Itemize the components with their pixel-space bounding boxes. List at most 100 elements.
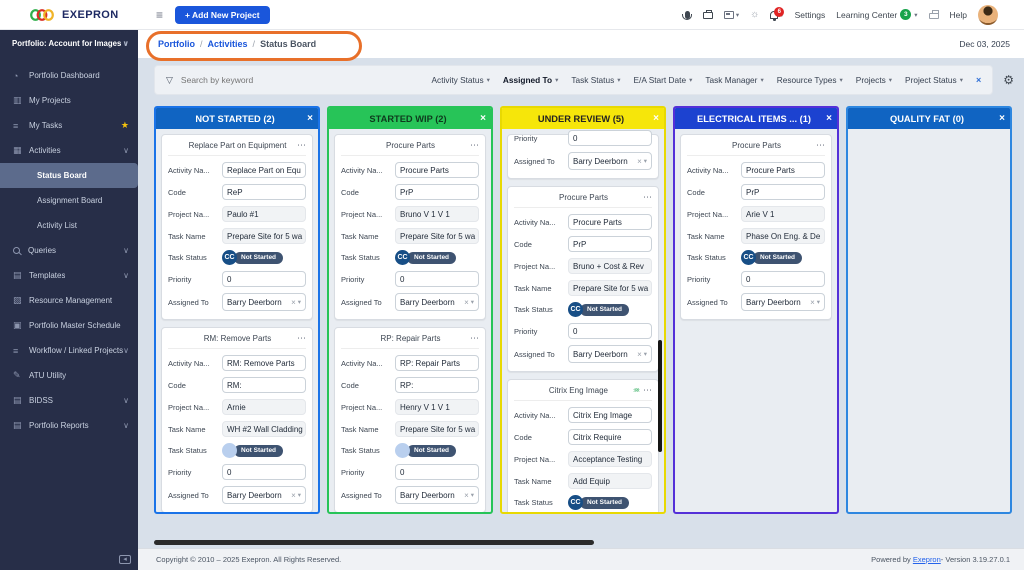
activity-name-input[interactable]: Procure Parts <box>568 214 652 230</box>
column-scrollbar[interactable] <box>658 340 662 452</box>
breadcrumb-activities[interactable]: Activities <box>207 39 248 49</box>
card-menu-icon[interactable]: ⋯ <box>470 333 479 343</box>
theme-sun-icon[interactable]: ☼ <box>750 9 760 20</box>
remove-assignee-icon[interactable]: × <box>464 490 469 500</box>
microphone-icon[interactable] <box>682 10 693 20</box>
sidebar-item-templates[interactable]: ▤ Templates ∨ <box>0 263 138 288</box>
sidebar-item-my-tasks[interactable]: ≡ My Tasks ★ <box>0 113 138 138</box>
filter-projects[interactable]: Projects ▾ <box>856 75 892 85</box>
clear-filters-icon[interactable]: × <box>975 75 982 85</box>
project-name-input: Bruno V 1 V 1 <box>395 206 479 222</box>
assigned-to-select[interactable]: Barry Deerborn × ▾ <box>568 345 652 363</box>
card-menu-icon[interactable]: ⋯ <box>816 140 825 150</box>
priority-input[interactable]: 0 <box>395 271 479 287</box>
filter-activity-status[interactable]: Activity Status ▾ <box>432 75 490 85</box>
remove-assignee-icon[interactable]: × <box>291 490 296 500</box>
assigned-to-select[interactable]: Barry Deerborn × ▾ <box>741 293 825 311</box>
field-label: Priority <box>168 274 192 284</box>
column-body: Replace Part on Equipment ⋯ Activity Na...… <box>156 129 318 512</box>
briefcase-icon[interactable] <box>702 10 713 19</box>
assigned-to-select[interactable]: Barry Deerborn × ▾ <box>395 293 479 311</box>
priority-input[interactable]: 0 <box>741 271 825 287</box>
sidebar-item-bidss[interactable]: ▤ BIDSS ∨ <box>0 388 138 413</box>
card-menu-icon[interactable]: ⋯ <box>643 192 652 202</box>
sidebar-item-queries[interactable]: Queries ∨ <box>0 238 138 263</box>
assigned-to-select[interactable]: Barry Deerborn × ▾ <box>222 293 306 311</box>
help-link[interactable]: Help <box>949 9 967 20</box>
sidebar-item-assignment-board[interactable]: Assignment Board <box>0 188 138 213</box>
priority-input[interactable]: 0 <box>568 323 652 339</box>
collapse-sidebar-icon[interactable]: ◂ <box>119 555 131 564</box>
remove-assignee-icon[interactable]: × <box>637 349 642 359</box>
assigned-to-select[interactable]: Barry Deerborn × ▾ <box>222 486 306 504</box>
card-menu-icon[interactable]: ⋯ <box>643 385 652 395</box>
display-icon[interactable] <box>723 10 734 19</box>
priority-input[interactable]: 0 <box>222 271 306 287</box>
filter-e-a-start-date[interactable]: E/A Start Date ▾ <box>633 75 692 85</box>
filter-resource-types[interactable]: Resource Types ▾ <box>777 75 843 85</box>
sidebar-item-activities[interactable]: ▦ Activities ∨ <box>0 138 138 163</box>
card-title: Procure Parts <box>559 193 608 202</box>
activity-name-input[interactable]: Procure Parts <box>741 162 825 178</box>
sidebar-item-status-board[interactable]: Status Board <box>0 163 138 188</box>
add-new-project-button[interactable]: + Add New Project <box>175 5 270 24</box>
activity-name-input[interactable]: Citrix Eng Image <box>568 407 652 423</box>
sidebar-item-portfolio-dashboard[interactable]: ◔ Portfolio Dashboard <box>0 63 138 88</box>
code-input[interactable]: ReP <box>222 184 306 200</box>
remove-assignee-icon[interactable]: × <box>810 297 815 307</box>
filter-task-manager[interactable]: Task Manager ▾ <box>705 75 763 85</box>
close-icon[interactable]: × <box>307 113 313 124</box>
star-icon[interactable]: ★ <box>120 120 129 130</box>
card-menu-icon[interactable]: ⋯ <box>297 140 306 150</box>
priority-input[interactable]: 0 <box>395 464 479 480</box>
footer: Copyright © 2010 – 2025 Exepron. All Rig… <box>138 548 1024 570</box>
filter-assigned-to[interactable]: Assigned To ▾ <box>503 75 558 85</box>
sidebar-item-workflow-linked-projects[interactable]: ≡ Workflow / Linked Projects ∨ <box>0 338 138 363</box>
field-label: Code <box>341 187 359 197</box>
horizontal-scrollbar[interactable] <box>154 540 594 545</box>
printer-icon[interactable] <box>928 10 939 19</box>
search-input[interactable] <box>180 75 331 85</box>
code-input[interactable]: PrP <box>568 236 652 252</box>
remove-assignee-icon[interactable]: × <box>637 156 642 166</box>
gear-icon[interactable]: ⚙ <box>1003 73 1014 87</box>
user-avatar[interactable] <box>978 4 998 25</box>
priority-input[interactable]: 0 <box>568 130 652 146</box>
code-input[interactable]: RP: <box>395 377 479 393</box>
close-icon[interactable]: × <box>999 113 1005 124</box>
code-input[interactable]: PrP <box>741 184 825 200</box>
sidebar-item-portfolio-reports[interactable]: ▤ Portfolio Reports ∨ <box>0 413 138 438</box>
sidebar-item-portfolio-master-schedule[interactable]: ▣ Portfolio Master Schedule <box>0 313 138 338</box>
field-task-name: Task Name Prepare Site for 5 wa <box>168 228 306 244</box>
remove-assignee-icon[interactable]: × <box>464 297 469 307</box>
activity-name-input[interactable]: Replace Part on Equ <box>222 162 306 178</box>
portfolio-selector[interactable]: Portfolio: Account for Images ∨ <box>0 30 138 57</box>
activity-name-input[interactable]: RM: Remove Parts <box>222 355 306 371</box>
close-icon[interactable]: × <box>653 113 659 124</box>
breadcrumb-portfolio[interactable]: Portfolio <box>158 39 195 49</box>
code-input[interactable]: PrP <box>395 184 479 200</box>
remove-assignee-icon[interactable]: × <box>291 297 296 307</box>
activity-name-input[interactable]: Procure Parts <box>395 162 479 178</box>
activity-name-input[interactable]: RP: Repair Parts <box>395 355 479 371</box>
sidebar-item-atu-utility[interactable]: ✎ ATU Utility <box>0 363 138 388</box>
card-menu-icon[interactable]: ⋯ <box>470 140 479 150</box>
priority-input[interactable]: 0 <box>222 464 306 480</box>
close-icon[interactable]: × <box>826 113 832 124</box>
learning-center-link[interactable]: Learning Center <box>836 9 898 20</box>
assigned-to-select[interactable]: Barry Deerborn × ▾ <box>395 486 479 504</box>
code-input[interactable]: Citrix Require <box>568 429 652 445</box>
sidebar-item-my-projects[interactable]: ▥ My Projects <box>0 88 138 113</box>
card-menu-icon[interactable]: ⋯ <box>297 333 306 343</box>
filter-task-status[interactable]: Task Status ▾ <box>571 75 620 85</box>
settings-link[interactable]: Settings <box>794 9 826 20</box>
filter-project-status[interactable]: Project Status ▾ <box>905 75 963 85</box>
sidebar-item-resource-management[interactable]: ▧ Resource Management <box>0 288 138 313</box>
hamburger-menu-icon[interactable]: ≡ <box>156 7 164 22</box>
exepron-link[interactable]: Exepron <box>912 555 941 564</box>
code-input[interactable]: RM: <box>222 377 306 393</box>
sidebar-item-activity-list[interactable]: Activity List <box>0 213 138 238</box>
assigned-to-select[interactable]: Barry Deerborn × ▾ <box>568 152 652 170</box>
close-icon[interactable]: × <box>480 113 486 124</box>
notifications-bell-icon[interactable]: 6 <box>770 7 785 21</box>
